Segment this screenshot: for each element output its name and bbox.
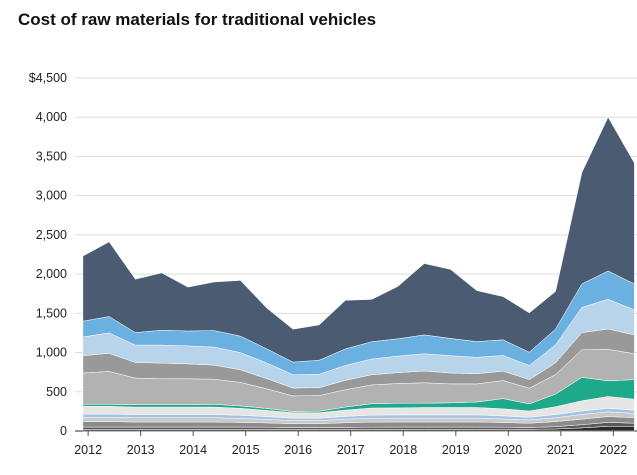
y-tick-label: 500	[46, 385, 67, 399]
y-tick-label: 4,000	[36, 110, 67, 124]
area-series-11	[82, 116, 635, 363]
y-tick-label: 3,500	[36, 149, 67, 163]
x-tick-label: 2018	[389, 443, 417, 457]
y-tick-label: 0	[60, 424, 67, 438]
y-tick-label: 1,000	[36, 346, 67, 360]
x-tick-label: 2020	[494, 443, 522, 457]
y-tick-label: 2,000	[36, 267, 67, 281]
x-tick-label: 2017	[337, 443, 365, 457]
y-tick-label: 3,000	[36, 189, 67, 203]
y-tick-label: 1,500	[36, 306, 67, 320]
x-tick-label: 2015	[232, 443, 260, 457]
chart-title: Cost of raw materials for traditional ve…	[18, 10, 377, 29]
y-tick-label: $4,500	[29, 71, 67, 85]
y-tick-label: 2,500	[36, 228, 67, 242]
y-axis: 0 500 1,000 1,500 2,000 2,500 3,000 3,500 4,000 $…	[29, 71, 67, 438]
x-axis: 2012 2013 2014 2015 2016 2017 2018 2019 2020 2021…	[74, 431, 627, 457]
x-tick-label: 2013	[127, 443, 155, 457]
x-tick-label: 2016	[284, 443, 312, 457]
x-tick-label: 2012	[74, 443, 102, 457]
x-tick-label: 2014	[179, 443, 207, 457]
x-tick-label: 2019	[442, 443, 470, 457]
x-tick-label: 2021	[547, 443, 575, 457]
area-series-group	[82, 116, 635, 432]
x-tick-label: 2022	[599, 443, 627, 457]
